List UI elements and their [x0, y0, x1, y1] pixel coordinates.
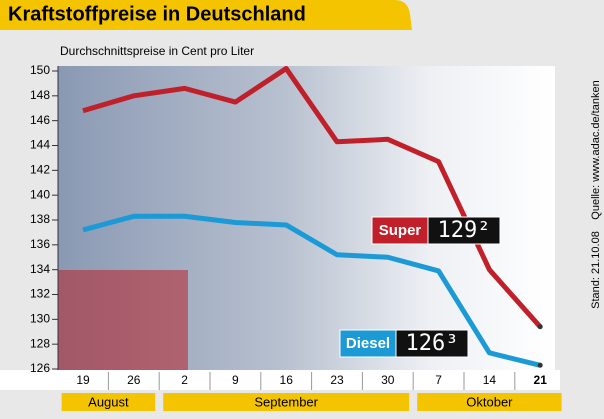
subtitle: Durchschnittspreise in Cent pro Liter [60, 44, 254, 58]
price-label: 129² [438, 218, 491, 243]
x-tick-label: 9 [232, 373, 239, 387]
y-tick-label: 128 [30, 336, 50, 350]
x-tick-label: 2 [181, 373, 188, 387]
pump-shape [58, 270, 188, 370]
end-point [537, 324, 543, 330]
x-tick-label: 16 [280, 373, 294, 387]
y-tick-label: 134 [30, 262, 50, 276]
title-bar [0, 0, 412, 30]
legend-box [371, 216, 429, 245]
y-tick-label: 130 [30, 312, 50, 326]
month-bar [163, 393, 410, 411]
month-label: September [254, 394, 318, 409]
x-tick-label: 7 [435, 373, 442, 387]
legend-label: Super [379, 222, 422, 239]
x-tick-label: 19 [76, 373, 90, 387]
series-line [82, 213, 541, 368]
y-tick-label: 146 [30, 113, 50, 127]
x-tick-label: 26 [127, 373, 141, 387]
legend-box [339, 329, 397, 358]
end-point [537, 362, 543, 368]
x-tick-label: 14 [483, 373, 497, 387]
x-tick-label: 23 [330, 373, 344, 387]
price-display [427, 216, 501, 245]
month-label: August [88, 394, 129, 409]
y-tick-label: 136 [30, 237, 50, 251]
month-bar [61, 393, 156, 411]
month-label: Oktober [466, 394, 513, 409]
date: Stand: 21.10.08 [590, 231, 602, 309]
y-tick-label: 148 [30, 88, 50, 102]
source: Quelle: www.adac.de/tanken [590, 80, 602, 219]
y-tick-label: 150 [30, 63, 50, 77]
y-tick-label: 144 [30, 138, 50, 152]
price-display [395, 329, 469, 358]
y-tick-label: 140 [30, 187, 50, 201]
y-tick-label: 138 [30, 212, 50, 226]
x-tick-label: 30 [381, 373, 395, 387]
x-tick-label: 21 [534, 373, 548, 387]
x-axis-band [0, 370, 560, 390]
y-tick-label: 126 [30, 361, 50, 375]
y-tick-label: 132 [30, 287, 50, 301]
price-label: 126³ [406, 331, 459, 356]
chart-title: Kraftstoffpreise in Deutschland [8, 3, 306, 25]
y-tick-label: 142 [30, 163, 50, 177]
legend-label: Diesel [346, 335, 390, 352]
month-bar [417, 393, 562, 411]
series-line [82, 66, 543, 329]
